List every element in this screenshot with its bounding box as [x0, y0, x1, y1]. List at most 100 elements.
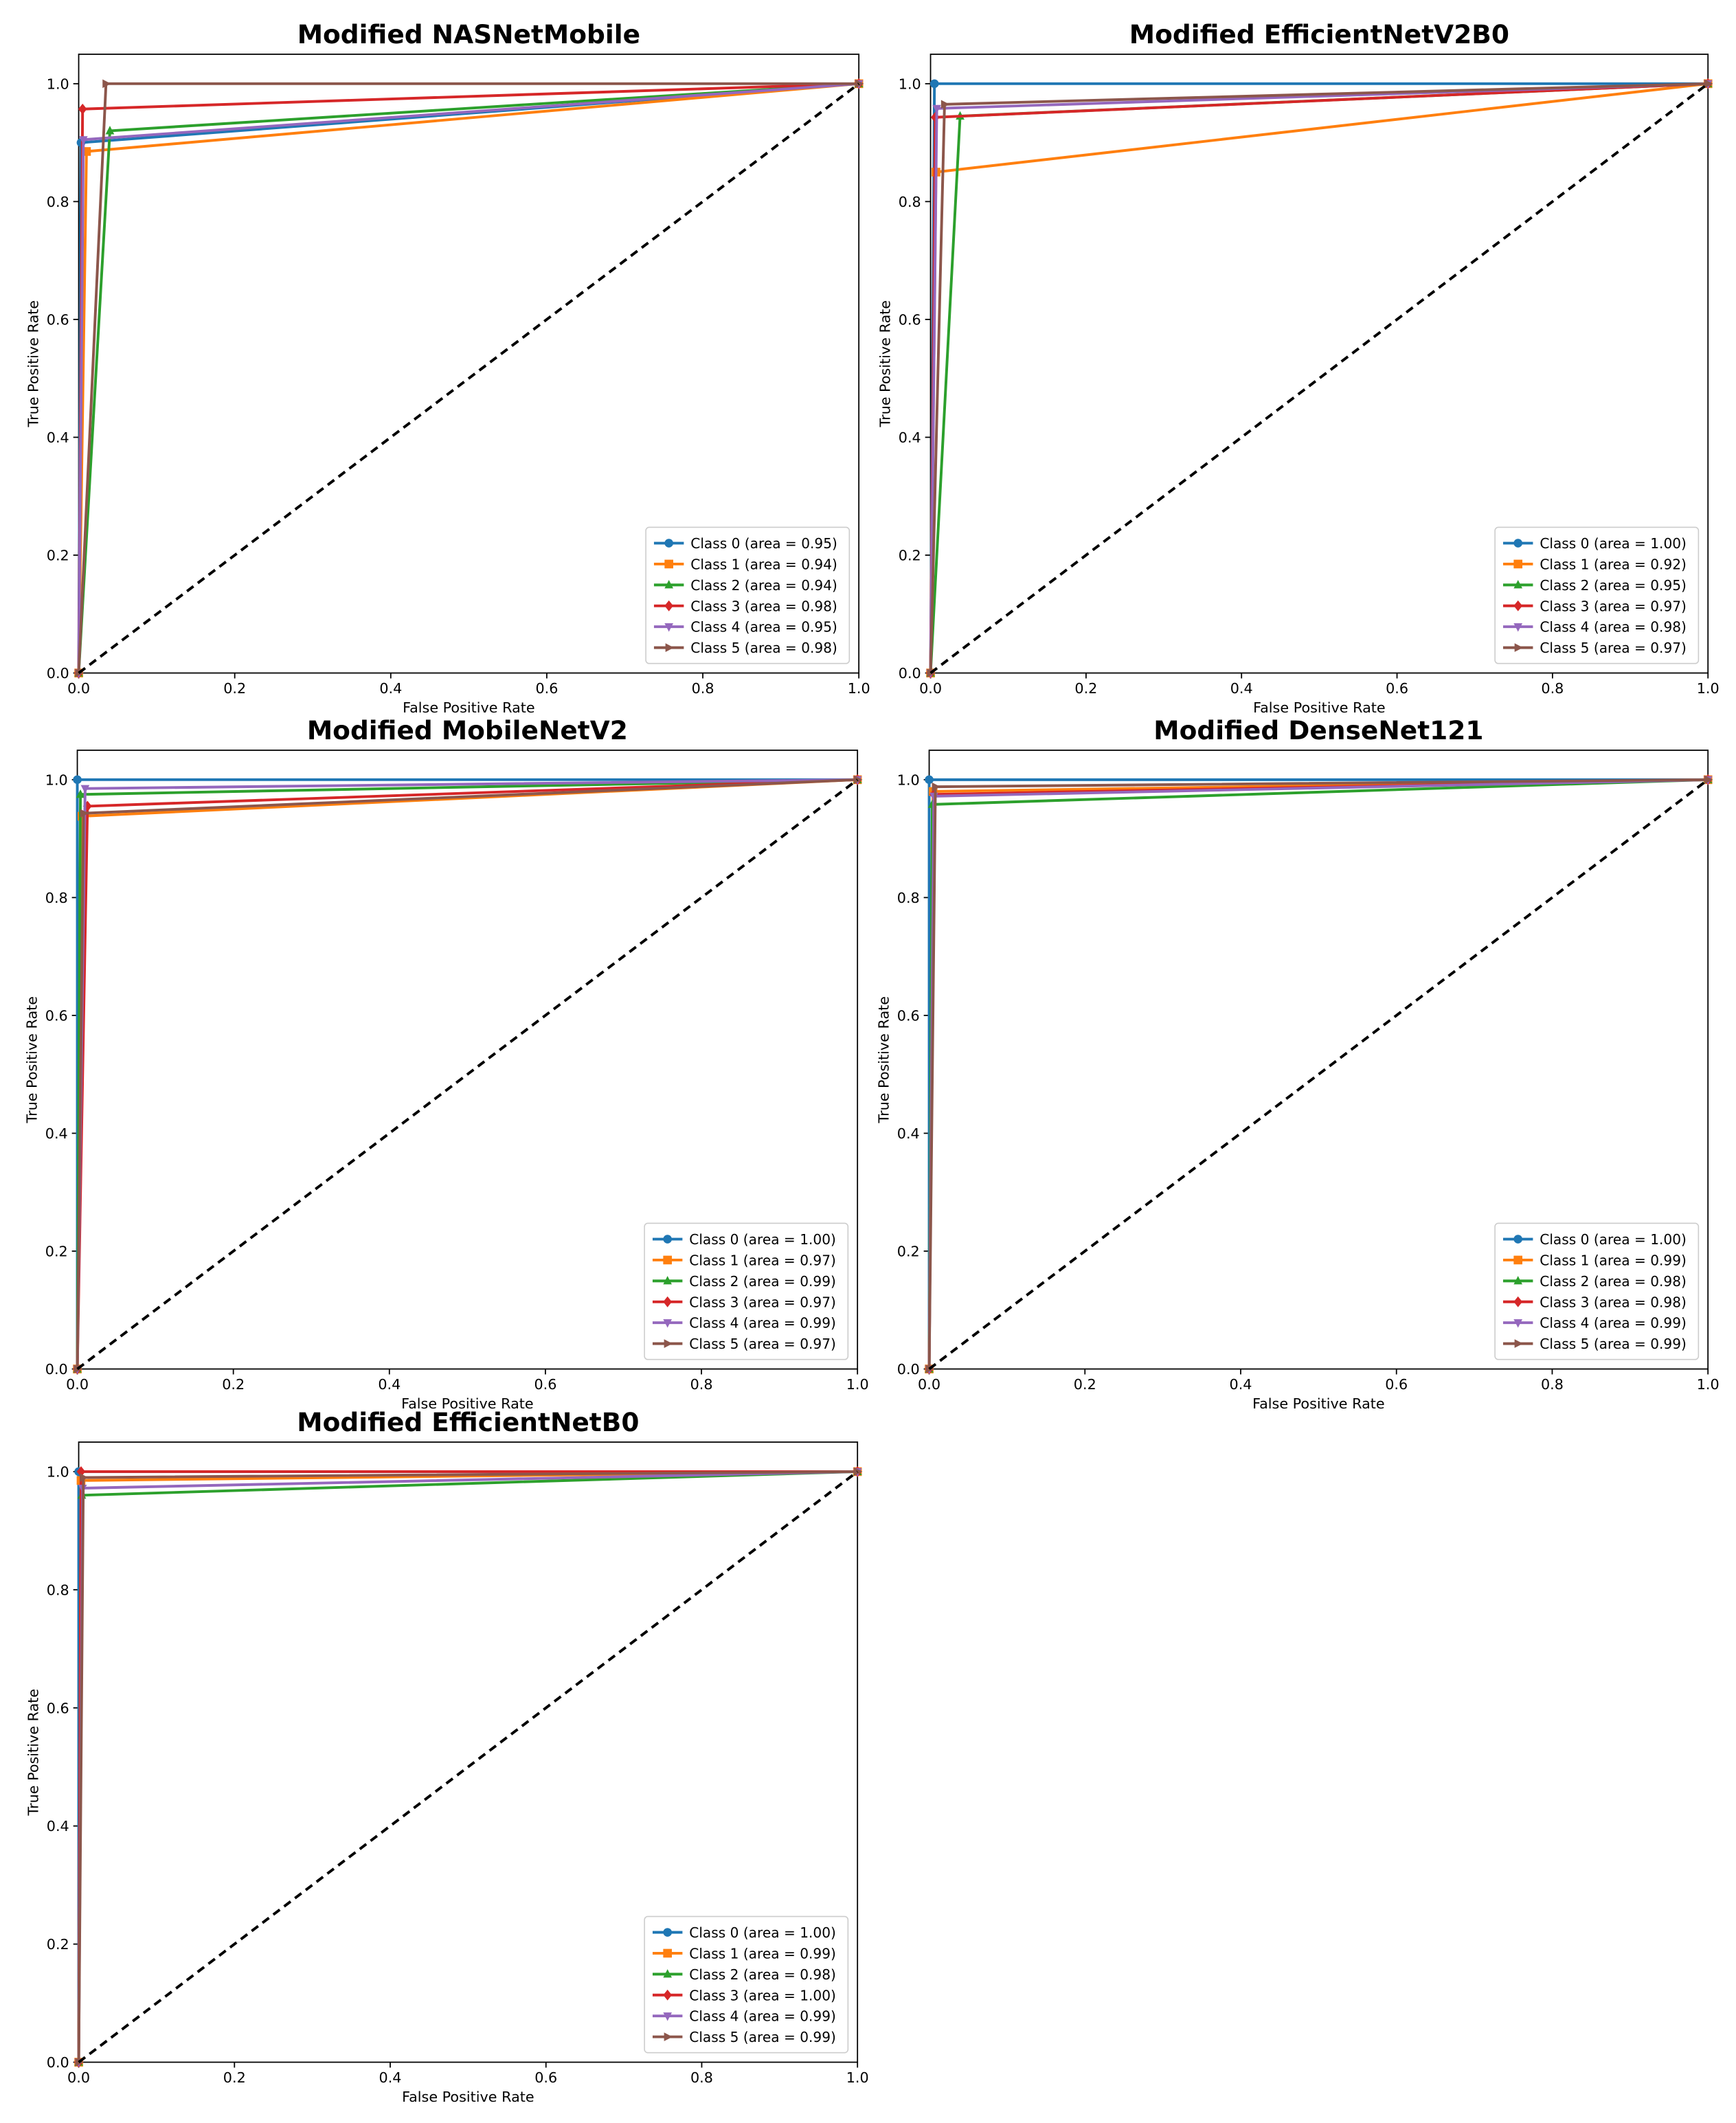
y-tick-label: 0.4 [47, 1819, 69, 1835]
series-point-class-5 [941, 100, 950, 109]
legend-marker [1514, 643, 1524, 652]
y-tick-label: 0.6 [47, 1700, 69, 1717]
series-point-class-5 [102, 79, 111, 89]
y-axis-label: True Positive Rate [25, 1689, 41, 1817]
series-point-class-3 [78, 103, 87, 115]
series-point-class-4 [932, 104, 942, 114]
y-tick-label: 0.0 [47, 665, 69, 682]
legend-entry: Class 1 (area = 0.94) [690, 557, 837, 573]
legend-marker [1513, 1276, 1523, 1285]
legend-marker [1513, 1235, 1523, 1244]
roc-chart-5: Modified EfficientNetB0 0.0 0.2 0.4 0.6 0.8 1.… [25, 1408, 869, 2106]
legend-marker [663, 2012, 673, 2021]
x-tick-label: 0.0 [918, 1376, 940, 1393]
series-point-class-5 [932, 783, 941, 791]
legend-box [1494, 1222, 1700, 1360]
y-tick-label: 0.4 [47, 429, 69, 446]
legend-box [644, 1916, 849, 2054]
plot-frame [78, 54, 860, 674]
legend-marker [1513, 600, 1523, 611]
y-tick-label: 0.2 [47, 1937, 69, 1953]
y-tick-label: 0.6 [45, 1008, 68, 1024]
x-tick-label: 0.4 [1230, 1376, 1252, 1393]
x-tick-label: 0.8 [1541, 1376, 1564, 1393]
legend-marker [664, 559, 673, 569]
legend-marker [664, 539, 673, 548]
x-tick-label: 0.0 [67, 2070, 90, 2087]
x-tick-label: 1.0 [1697, 1376, 1720, 1393]
series-point-class-5 [854, 775, 863, 785]
legend-entry: Class 1 (area = 0.99) [689, 1946, 836, 1962]
y-axis-label: True Positive Rate [25, 300, 41, 428]
legend-entry: Class 0 (area = 1.00) [1540, 1231, 1687, 1248]
legend-entry: Class 4 (area = 0.98) [1540, 619, 1687, 636]
chart-title: Modified MobileNetV2 [307, 715, 628, 745]
x-tick-label: 1.0 [846, 2070, 869, 2087]
legend-marker [665, 643, 674, 652]
x-tick-label: 0.8 [1542, 680, 1564, 697]
chance-diagonal-line [78, 1470, 859, 2064]
legend-entry: Class 2 (area = 0.94) [690, 577, 837, 594]
x-tick-label: 1.0 [1697, 680, 1720, 697]
legend-entry: Class 3 (area = 0.97) [689, 1294, 836, 1311]
legend-entry: Class 3 (area = 1.00) [689, 1988, 836, 2004]
plot-frame [929, 54, 1709, 674]
y-tick-label: 1.0 [45, 772, 68, 789]
chance-diagonal-line [78, 82, 860, 675]
y-tick-label: 0.8 [899, 194, 921, 210]
legend: Class 0 (area = 1.00) Class 1 (area = 0.9… [644, 1222, 849, 1360]
x-tick-label: 0.2 [1074, 1376, 1096, 1393]
legend-entry: Class 4 (area = 0.99) [689, 2008, 836, 2025]
series-point-class-5 [80, 1473, 89, 1483]
legend-entry: Class 4 (area = 0.99) [1540, 1315, 1687, 1332]
y-tick-label: 0.2 [897, 1244, 920, 1260]
x-tick-label: 0.4 [1230, 680, 1253, 697]
legend-marker [663, 1990, 673, 2001]
x-tick-label: 0.0 [919, 680, 942, 697]
y-tick-label: 0.8 [45, 890, 68, 906]
x-tick-label: 0.4 [379, 2070, 402, 2087]
x-axis-label: False Positive Rate [402, 2089, 534, 2105]
legend: Class 0 (area = 1.00) Class 1 (area = 0.9… [1494, 526, 1700, 664]
x-axis-label: False Positive Rate [1253, 699, 1386, 716]
y-tick-label: 1.0 [897, 772, 920, 789]
chart-title: Modified EfficientNetB0 [297, 1408, 639, 1438]
legend-marker [1513, 580, 1523, 589]
y-axis-label: True Positive Rate [877, 300, 894, 428]
legend-entry: Class 5 (area = 0.97) [689, 1336, 836, 1352]
y-tick-label: 0.2 [47, 548, 69, 564]
x-axis-label: False Positive Rate [1252, 1395, 1385, 1412]
y-tick-label: 0.6 [897, 1008, 920, 1024]
legend-marker [663, 1928, 673, 1937]
legend: Class 0 (area = 1.00) Class 1 (area = 0.9… [1494, 1222, 1700, 1360]
series-point-class-5 [854, 1468, 863, 1476]
legend-marker [1514, 1339, 1524, 1349]
legend-marker [1513, 1319, 1523, 1328]
series-point-class-4 [80, 785, 90, 794]
x-tick-label: 0.6 [1386, 1376, 1408, 1393]
x-tick-label: 0.6 [534, 1376, 556, 1393]
series-point-class-3 [931, 111, 940, 123]
y-tick-label: 0.8 [47, 194, 69, 210]
series-point-class-3 [76, 1466, 86, 1478]
legend-box [645, 526, 850, 664]
x-tick-label: 0.2 [223, 2070, 246, 2087]
legend-marker [1513, 539, 1523, 548]
y-tick-label: 0.8 [47, 1582, 69, 1599]
legend-marker [663, 1255, 673, 1265]
series-point-class-0 [925, 775, 934, 785]
x-axis-label: False Positive Rate [403, 699, 535, 716]
legend-marker [663, 1969, 673, 1978]
legend-marker [663, 1319, 673, 1328]
series-point-class-2 [76, 789, 85, 798]
legend-box [1494, 526, 1700, 664]
legend-entry: Class 5 (area = 0.98) [690, 640, 837, 656]
y-tick-label: 0.4 [899, 429, 921, 446]
y-tick-label: 0.0 [47, 2054, 69, 2071]
x-tick-label: 0.2 [222, 1376, 245, 1393]
roc-chart-3: Modified MobileNetV2 0.0 0.2 0.4 0.6 0.8 1.0 0.… [23, 715, 868, 1412]
y-tick-label: 1.0 [47, 1464, 69, 1481]
legend: Class 0 (area = 0.95) Class 1 (area = 0.9… [645, 526, 850, 664]
y-tick-label: 0.8 [897, 890, 920, 906]
y-tick-label: 0.0 [899, 665, 921, 682]
